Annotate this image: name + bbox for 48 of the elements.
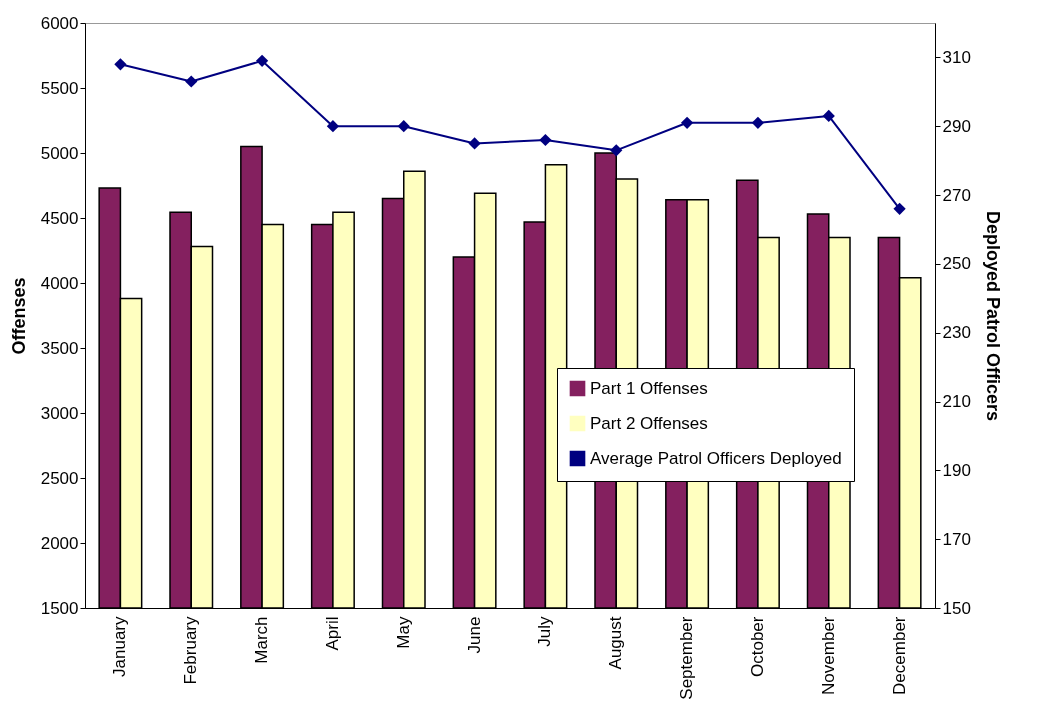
y2-tick-label: 270 bbox=[942, 185, 971, 205]
x-tick-label: January bbox=[110, 616, 130, 677]
x-tick-label: October bbox=[747, 616, 767, 677]
x-tick-label: July bbox=[535, 616, 555, 647]
point bbox=[397, 120, 410, 133]
x-tick-label: April bbox=[322, 616, 342, 651]
x-tick-label: November bbox=[818, 616, 838, 695]
point bbox=[751, 116, 765, 129]
point bbox=[468, 137, 481, 150]
y2-tick-label: 150 bbox=[942, 598, 971, 618]
y-tick-label: 5500 bbox=[40, 78, 79, 98]
y2-tick-label: 230 bbox=[942, 323, 971, 343]
point bbox=[114, 58, 127, 71]
y-tick-label: 4000 bbox=[40, 273, 79, 293]
point bbox=[610, 144, 623, 157]
y-tick-label: 1500 bbox=[40, 598, 79, 618]
x-tick-label: December bbox=[889, 616, 909, 695]
legend-label: Part 1 Offenses bbox=[590, 378, 708, 398]
point bbox=[893, 202, 906, 215]
y2-tick-label: 190 bbox=[942, 460, 971, 480]
y-tick-label: 6000 bbox=[40, 13, 79, 33]
y-tick-label: 2500 bbox=[40, 468, 79, 488]
point bbox=[255, 54, 269, 67]
legend-label: Part 2 Offenses bbox=[590, 413, 708, 433]
y2-tick-label: 310 bbox=[942, 47, 971, 67]
x-tick-label: March bbox=[252, 616, 272, 664]
x-tick-label: February bbox=[181, 616, 201, 685]
point bbox=[822, 109, 835, 123]
point bbox=[680, 116, 694, 129]
y2-tick-label: 250 bbox=[942, 254, 971, 274]
y2-tick-label: 290 bbox=[942, 116, 971, 136]
y2-tick-label: 170 bbox=[942, 529, 971, 549]
y-tick-label: 3500 bbox=[40, 338, 79, 358]
y-tick-label: 3000 bbox=[40, 403, 79, 423]
point bbox=[185, 75, 198, 88]
y2-tick-label: 210 bbox=[942, 392, 971, 412]
y-axis-title: Offenses bbox=[8, 277, 29, 355]
y-tick-label: 5000 bbox=[40, 143, 79, 163]
legend-label: Average Patrol Officers Deployed bbox=[590, 448, 842, 468]
y-tick-label: 4500 bbox=[40, 208, 79, 228]
x-tick-label: May bbox=[393, 616, 413, 649]
x-tick-label: September bbox=[677, 616, 697, 700]
x-tick-label: June bbox=[464, 616, 484, 654]
point bbox=[326, 120, 340, 133]
y2-axis-title: Deployed Patrol Officers bbox=[982, 210, 1003, 422]
x-tick-label: August bbox=[606, 616, 626, 670]
y-tick-label: 2000 bbox=[40, 533, 79, 553]
point bbox=[539, 133, 552, 147]
